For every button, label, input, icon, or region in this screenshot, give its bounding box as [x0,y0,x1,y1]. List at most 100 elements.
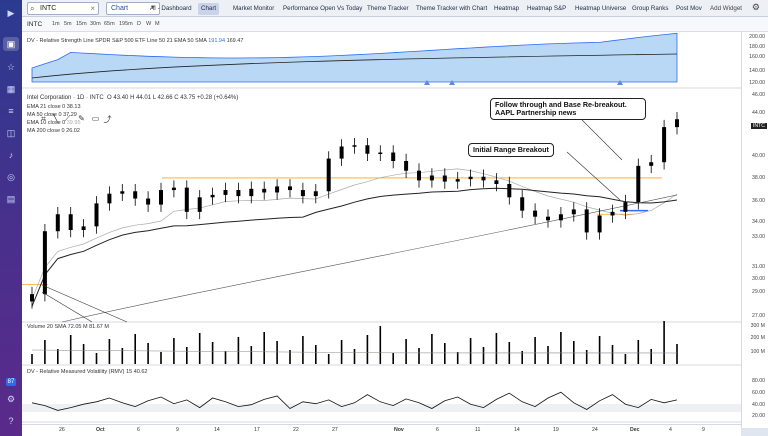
grid-icon[interactable]: ▦ [6,84,16,94]
tab-heatmap-universe[interactable]: Heatmap Universe [575,5,627,12]
chart-panel[interactable]: DV - Relative Strength Line SPDR S&P 500… [22,32,741,428]
candle-body [42,231,47,295]
date-tick: 4 [669,427,672,433]
price-tick: 38.00 [752,175,765,181]
settings-icon[interactable]: ⚙ [6,394,16,404]
candle-body [339,146,344,159]
candle-body [159,190,163,205]
timeframe-daily[interactable]: D [137,21,141,27]
ma-label-ma50: MA 50 close 0 37.29 [27,112,77,118]
timeframe-weekly[interactable]: W [146,21,152,27]
date-tick: Dec [630,427,640,433]
volume-tick: 100 M [750,349,765,355]
date-tick: 11 [475,427,481,433]
timeframe-65m[interactable]: 65m [104,21,115,27]
line-tool-icon[interactable]: ╲ [53,114,58,123]
chart-icon[interactable]: ◫ [6,128,16,138]
rs-new-high-marker [617,80,623,85]
tab-market-monitor[interactable]: Market Monitor [233,5,275,12]
candle-body [210,194,215,198]
bell-icon[interactable]: ♪ [8,150,14,160]
tab-theme-tracker[interactable]: Theme Tracker [367,5,409,12]
play-icon[interactable]: ▶ [7,8,15,18]
time-axis[interactable]: 26 Oct 6 9 14 17 22 27 Nov 6 11 14 19 24… [22,424,741,436]
symbol-search-input[interactable]: ⌕ INTC × [27,2,99,15]
symbol-value: INTC [40,5,57,12]
timeframe-1m[interactable]: 1m [52,21,60,27]
price-tick: 34.00 [752,219,765,225]
volume-bar [405,339,407,364]
candle-body [171,187,176,191]
tab-group-ranks[interactable]: Group Ranks [632,5,669,12]
tab-chart[interactable]: Chart [198,3,220,15]
timeframe-30m[interactable]: 30m [90,21,101,27]
arrow-tool-icon[interactable]: ⤴ [103,115,112,124]
candle-body [494,180,499,184]
doc-icon[interactable]: ▤ [6,194,16,204]
rectangle-tool-icon[interactable]: ▭ [91,114,100,123]
tab-performance[interactable]: Performance Open Vs Today [283,5,363,12]
candle-body [249,188,254,197]
tab-heatmap[interactable]: Heatmap [494,5,520,12]
top-bar: ⌕ INTC × Chart ▼ AI - Dashboard Chart Ma… [22,0,768,17]
candle-body [623,202,628,212]
candle-body [313,191,318,197]
price-axis[interactable]: 200.00 180.00 160.00 140.00 120.00 46.00… [741,32,768,428]
rs-tick: 160.00 [749,54,765,60]
tab-ai-dashboard[interactable]: AI - Dashboard [150,5,192,12]
price-tick: 31.00 [752,264,765,270]
candle-body [610,211,615,216]
volume-bar [650,349,652,364]
timeframe-5m[interactable]: 5m [64,21,72,27]
layout-icon[interactable]: ▣ [3,37,19,51]
chart-canvas[interactable] [22,32,741,428]
last-price-badge: INTC [750,123,767,129]
volume-sma-line [31,349,678,354]
rs-tick: 200.00 [749,34,765,40]
notification-badge: 87 [6,378,16,386]
tab-theme-tracker-chart[interactable]: Theme Tracker with Chart [416,5,488,12]
volume-bar [237,337,240,364]
add-widget-button[interactable]: Add Widget [710,5,742,12]
price-title: Intel Corporation · 1D · INTC O 43.40 H … [27,95,239,101]
candle-body [133,191,138,199]
candle-body [120,191,125,194]
tab-heatmap-sp[interactable]: Heatmap S&P [527,5,567,12]
candle-body [288,186,292,191]
user-icon[interactable]: ◎ [7,172,15,182]
clear-icon[interactable]: × [90,4,95,13]
candle-body [184,187,189,212]
date-tick: 9 [702,427,705,433]
timeframe-15m[interactable]: 15m [76,21,87,27]
volume-bar [69,335,72,364]
candle-body [675,119,679,128]
crop-tool-icon[interactable]: ⌗ [41,114,46,123]
price-tick: 33.00 [752,234,765,240]
timeframe-monthly[interactable]: M [155,21,160,27]
list-icon[interactable]: ≡ [8,106,14,116]
volume-bar [302,336,304,364]
view-select[interactable]: Chart ▼ [106,2,160,15]
volume-bar [224,351,227,364]
tab-post-move[interactable]: Post Mov [676,5,702,12]
volume-bar [340,340,343,364]
volume-bar [598,336,601,364]
volume-bar [160,352,162,364]
volume-bar [134,334,136,364]
price-tick: 36.00 [752,198,765,204]
chart-symbol-label[interactable]: INTC [27,21,43,28]
volume-bar [392,353,394,364]
volume-bar [379,326,382,364]
pencil-tool-icon[interactable]: ✎ [78,114,85,123]
timeframe-195m[interactable]: 195m [119,21,133,27]
help-icon[interactable]: ? [8,416,14,426]
star-icon[interactable]: ☆ [6,62,16,72]
rmv-tick: 80.00 [752,378,765,384]
annotation-follow-through[interactable]: Follow through and Base Re-breakout. AAP… [490,98,646,120]
annotation-initial-breakout[interactable]: Initial Range Breakout [468,143,554,157]
left-sidebar: ▶ ▣ ☆ ▦ ≡ ◫ ♪ ◎ ▤ 87 ⚙ ? [0,0,22,436]
volume-bar [276,341,278,364]
candle-body [507,184,512,198]
ray-tool-icon[interactable]: ⟋ [64,114,71,123]
gear-icon[interactable]: ⚙ [751,2,760,12]
